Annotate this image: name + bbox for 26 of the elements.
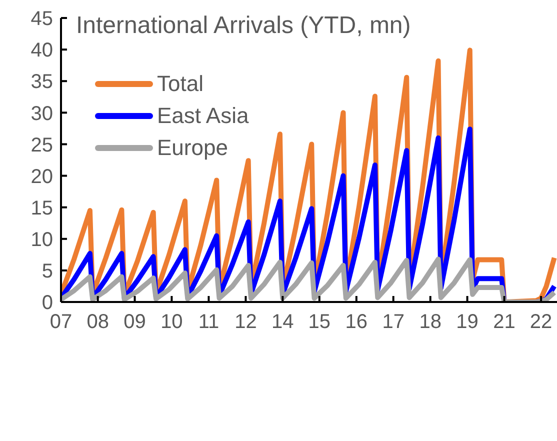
x-tick-label: 19 [456, 311, 478, 334]
y-tick-label: 20 [30, 166, 53, 188]
y-tick-label: 5 [42, 260, 53, 283]
x-tick-label: 14 [272, 311, 294, 334]
y-tick-label: 35 [30, 71, 53, 94]
x-tick-label: 12 [234, 311, 257, 334]
y-tick-label: 10 [30, 228, 53, 251]
x-tick-label: 10 [160, 311, 183, 334]
y-tick-label: 45 [30, 8, 53, 30]
x-tick-label: 08 [86, 311, 109, 334]
x-tick-label: 22 [530, 311, 552, 334]
x-tick-label: 18 [419, 311, 442, 334]
x-tick-label: 21 [493, 311, 516, 334]
x-tick-label: 15 [308, 311, 331, 334]
y-tick-label: 30 [30, 102, 53, 125]
y-tick-label: 25 [30, 134, 53, 156]
chart-title: International Arrivals (YTD, mn) [76, 12, 411, 40]
x-tick-label: 17 [382, 311, 404, 334]
legend-label: Europe [157, 135, 228, 161]
x-tick-label: 09 [124, 311, 146, 334]
x-tick-label: 11 [198, 311, 220, 334]
legend-label: Total [157, 71, 204, 97]
legend-label: East Asia [157, 103, 249, 129]
x-tick-label: 16 [345, 311, 368, 334]
y-tick-label: 15 [30, 197, 53, 220]
y-tick-label: 40 [30, 40, 53, 62]
